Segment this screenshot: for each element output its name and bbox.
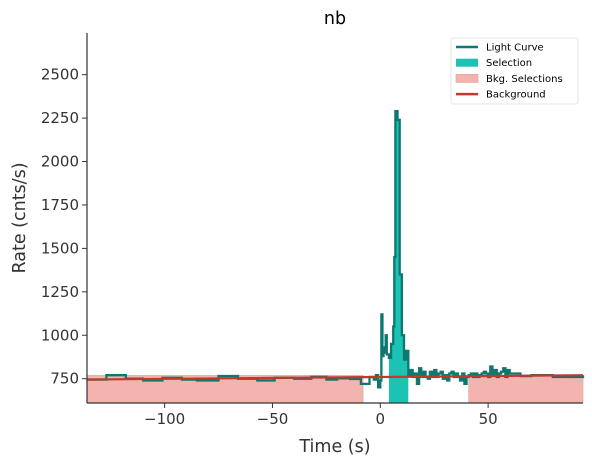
y-tick-label: 1750 bbox=[41, 196, 79, 214]
legend-swatch-patch bbox=[455, 74, 479, 83]
chart-title: nb bbox=[324, 9, 346, 29]
plot-area bbox=[86, 110, 585, 404]
light-curve-line bbox=[87, 110, 585, 389]
background-line bbox=[86, 374, 584, 381]
y-tick-label: 2500 bbox=[41, 66, 79, 84]
y-tick-label: 2000 bbox=[41, 153, 79, 171]
y-tick-label: 2250 bbox=[41, 109, 79, 127]
y-tick-label: 1250 bbox=[41, 283, 79, 301]
legend-label: Light Curve bbox=[486, 43, 544, 54]
legend-swatch-patch bbox=[456, 58, 478, 67]
legend-label: Selection bbox=[486, 58, 532, 69]
y-tick-label: 1500 bbox=[41, 239, 79, 257]
legend-label: Bkg. Selections bbox=[486, 74, 563, 85]
y-tick-label: 750 bbox=[50, 370, 79, 388]
y-tick-label: 1000 bbox=[41, 326, 79, 344]
x-tick-label: 0 bbox=[376, 410, 386, 428]
bkg-selection-region-1 bbox=[468, 375, 584, 404]
legend-label: Background bbox=[486, 90, 546, 101]
legend-box bbox=[450, 37, 579, 105]
legend: Light Curve Selection Bkg. Selections Backg… bbox=[450, 37, 579, 105]
x-axis-label: Time (s) bbox=[298, 437, 370, 457]
x-tick-label: −100 bbox=[144, 410, 185, 428]
axes: −100 −50 0 50 750 1000 1250 1500 1750 2000 2250 250… bbox=[41, 33, 583, 428]
x-tick-label: 50 bbox=[479, 410, 498, 428]
x-tick-label: −50 bbox=[257, 410, 289, 428]
y-axis-label: Rate (cnts/s) bbox=[10, 162, 30, 273]
